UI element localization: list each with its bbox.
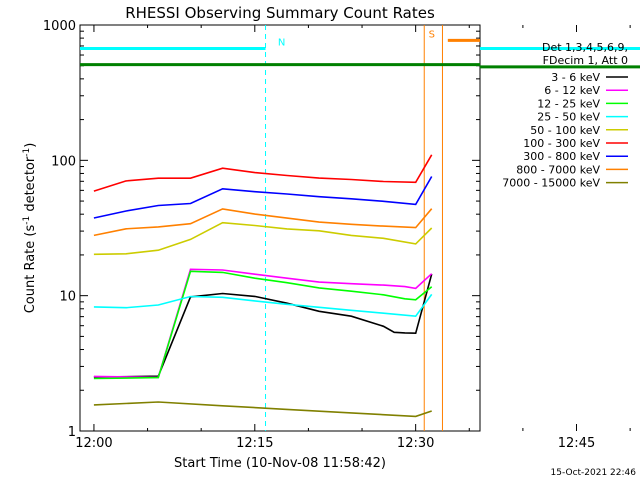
series-line <box>93 154 433 192</box>
legend-header-line-1: Det 1,3,4,5,6,9, <box>542 41 628 54</box>
axis-ticks <box>80 24 631 432</box>
legend: Det 1,3,4,5,6,9, FDecim 1, Att 0 3 - 6 k… <box>502 41 628 190</box>
legend-label: 7000 - 15000 keV <box>502 177 600 190</box>
y-tick-label: 1 <box>68 425 76 440</box>
series-line <box>93 270 433 380</box>
legend-label: 300 - 800 keV <box>523 150 600 163</box>
series-line <box>93 221 433 256</box>
legend-label: 50 - 100 keV <box>530 124 600 137</box>
series-line <box>93 176 433 219</box>
plot-area: NSRD4RD0 <box>79 24 640 432</box>
x-tick-label: 12:15 <box>236 436 273 451</box>
state-bar-label: S <box>429 29 435 40</box>
attenuator-lines <box>265 25 443 431</box>
y-tick-label: 100 <box>51 154 76 169</box>
legend-label: 6 - 12 keV <box>544 84 600 97</box>
series-line <box>93 293 433 318</box>
series-line <box>93 273 433 378</box>
series-line <box>93 208 433 237</box>
chart-title: RHESSI Observing Summary Count Rates <box>125 4 435 22</box>
y-tick-label: 1000 <box>43 19 76 34</box>
legend-label: 12 - 25 keV <box>537 97 600 110</box>
y-tick-label: 10 <box>59 290 76 305</box>
series-lines <box>93 154 433 418</box>
y-axis-label: Count Rate (s-1 detector-1) <box>22 143 38 314</box>
series-line <box>93 268 433 379</box>
state-bar-label: N <box>278 38 285 49</box>
state-bars: NSRD4RD0 <box>80 29 640 69</box>
legend-label: 25 - 50 keV <box>537 111 600 124</box>
legend-label: 100 - 300 keV <box>523 137 600 150</box>
legend-label: 800 - 7000 keV <box>516 163 600 176</box>
x-tick-label: 12:30 <box>397 436 434 451</box>
series-line <box>93 401 432 418</box>
plot-frame <box>79 24 481 432</box>
legend-label: 3 - 6 keV <box>551 71 600 84</box>
timestamp: 15-Oct-2021 22:46 <box>551 468 637 478</box>
x-tick-label: 12:00 <box>75 436 112 451</box>
x-tick-label: 12:45 <box>558 436 595 451</box>
legend-header-line-2: FDecim 1, Att 0 <box>543 54 628 67</box>
y-tick-labels: 1 10 100 1000 <box>43 19 76 440</box>
x-axis-label: Start Time (10-Nov-08 11:58:42) <box>174 456 386 471</box>
